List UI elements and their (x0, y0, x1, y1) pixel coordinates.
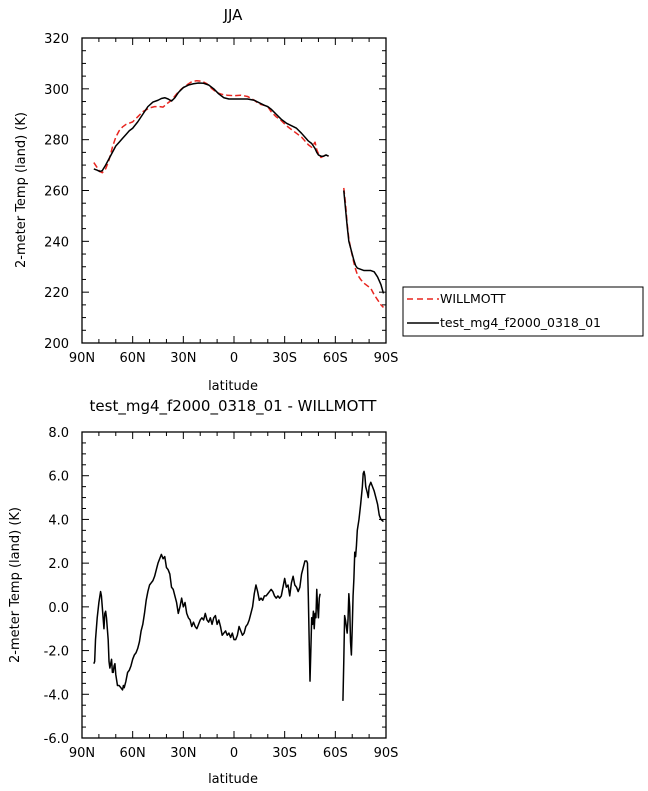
bottom-panel: test_mg4_f2000_0318_01 - WILLMOTT 90N 60N… (8, 397, 398, 787)
bottom-x-axis-title: latitude (208, 772, 258, 787)
bottom-y-tick-label: 6.0 (48, 470, 69, 485)
bottom-y-tick-label: 0.0 (48, 601, 69, 616)
top-panel: JJA 90N 60N 30N 0 30S 60S 90S 200 220 240 260 280 30… (14, 6, 398, 394)
legend-label-willmott: WILLMOTT (440, 291, 506, 306)
bottom-y-tick-label: -4.0 (44, 688, 69, 703)
top-series-group (93, 79, 385, 308)
bottom-y-tick-label: 4.0 (48, 513, 69, 528)
top-plot-frame (81, 37, 387, 344)
bottom-x-tick-label: 90N (69, 746, 95, 761)
top-x-tick-label: 0 (230, 351, 238, 366)
top-x-tick-label: 30S (272, 351, 297, 366)
bottom-y-tick-label: 2.0 (48, 557, 69, 572)
top-series-test-mg4-f2000-0318-01-line-seg0 (93, 82, 329, 173)
bottom-x-tick-label: 0 (230, 746, 238, 761)
bottom-x-tick-label: 60N (120, 746, 146, 761)
bottom-x-tick-label: 90S (374, 746, 399, 761)
top-panel-title: JJA (223, 6, 244, 24)
top-y-tick-label: 220 (44, 286, 69, 301)
top-x-tick-label: 90S (374, 351, 399, 366)
top-y-tick-label: 240 (44, 235, 69, 250)
bottom-x-tick-label: 30S (272, 746, 297, 761)
bottom-plot-frame (81, 431, 387, 739)
top-y-axis-title: 2-meter Temp (land) (K) (14, 112, 29, 268)
bottom-y-tick-label: 8.0 (48, 426, 69, 441)
top-series-willmott-line-seg1 (343, 187, 385, 308)
bottom-ticks: 90N 60N 30N 0 30S 60S 90S -6.0 -4.0 -2.0 0.0 2.0 4.0… (44, 426, 399, 761)
bottom-series-difference-line-seg1 (342, 470, 384, 701)
bottom-panel-title: test_mg4_f2000_0318_01 - WILLMOTT (90, 397, 378, 416)
top-series-test-mg4-f2000-0318-01-line-seg1 (343, 190, 385, 294)
bottom-series-difference-line-seg0 (93, 553, 321, 691)
legend: WILLMOTT test_mg4_f2000_0318_01 (402, 286, 644, 337)
bottom-y-axis-title: 2-meter Temp (land) (K) (8, 507, 23, 663)
bottom-x-tick-label: 60S (323, 746, 348, 761)
top-y-tick-label: 260 (44, 185, 69, 200)
top-y-tick-label: 280 (44, 134, 69, 149)
bottom-y-tick-label: -6.0 (44, 732, 69, 747)
top-x-axis-title: latitude (208, 379, 258, 394)
legend-label-model: test_mg4_f2000_0318_01 (440, 315, 601, 330)
top-x-tick-label: 60S (323, 351, 348, 366)
top-x-tick-label: 30N (170, 351, 196, 366)
top-ticks: 90N 60N 30N 0 30S 60S 90S 200 220 240 260 280 300 320 (44, 32, 398, 366)
top-y-tick-label: 320 (44, 32, 69, 47)
top-x-tick-label: 90N (69, 351, 95, 366)
legend-box (402, 286, 644, 337)
top-y-tick-label: 200 (44, 337, 69, 352)
top-y-tick-label: 300 (44, 83, 69, 98)
top-x-tick-label: 60N (120, 351, 146, 366)
bottom-series-group (93, 470, 384, 701)
bottom-x-tick-label: 30N (170, 746, 196, 761)
top-series-willmott-line-seg0 (93, 79, 329, 174)
bottom-y-tick-label: -2.0 (44, 645, 69, 660)
